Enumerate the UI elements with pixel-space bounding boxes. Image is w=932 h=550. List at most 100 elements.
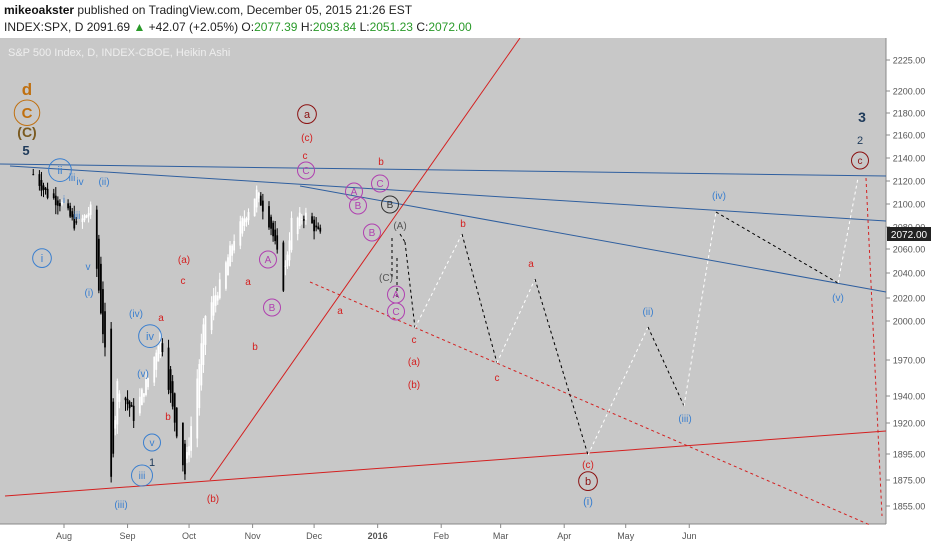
candle-body [247, 212, 250, 221]
y-tick-label: 1855.00 [893, 502, 926, 512]
candle-body [100, 263, 102, 314]
price-chart[interactable]: S&P 500 Index, D, INDEX-CBOE, Heikin Ash… [0, 38, 932, 550]
trendline-lower-blue[interactable] [299, 185, 887, 293]
support-line-red[interactable] [4, 430, 887, 497]
wave-label: i [41, 253, 43, 265]
wave-label-circle [131, 464, 153, 487]
publish-line: mikeoakster published on TradingView.com… [4, 3, 412, 17]
wave-label: 1 [149, 457, 155, 469]
projected-path-segment[interactable] [534, 278, 589, 456]
wave-label: d [22, 80, 32, 99]
projected-path-segment[interactable] [461, 233, 498, 364]
wave-label: b [460, 219, 466, 230]
wave-label: v [86, 262, 91, 273]
wave-label: c [858, 156, 863, 167]
wave-label: A [351, 187, 358, 198]
candle-body [182, 422, 184, 466]
wave-label: c [412, 335, 417, 346]
wave-label: (i) [583, 496, 593, 508]
candle-body [184, 443, 186, 475]
wave-label-circle [363, 223, 381, 242]
wave-label: C [392, 307, 399, 318]
wave-label: C [302, 166, 309, 177]
wave-label: 3 [858, 109, 866, 125]
wave-label-circle [297, 104, 317, 125]
rising-line-red[interactable] [209, 38, 521, 481]
candle-body [138, 396, 141, 414]
candle-body [38, 174, 41, 186]
candle-body [317, 226, 320, 229]
candle-body [128, 401, 131, 409]
plot-area[interactable] [0, 38, 886, 524]
wave-label: a [158, 313, 164, 324]
wave-label-circle [48, 158, 72, 182]
candle-body [253, 198, 256, 217]
author-name[interactable]: mikeoakster [4, 3, 75, 17]
candle-body [298, 212, 301, 227]
y-tick-label: 1940.00 [893, 392, 926, 402]
price-axis[interactable] [886, 38, 932, 524]
wave-label: (iii) [114, 500, 127, 511]
wave-label-circle [349, 196, 367, 215]
candle-body [167, 347, 170, 390]
wave-label: 5 [22, 143, 29, 158]
y-tick-label: 1875.00 [893, 476, 926, 486]
y-tick-label: 1895.00 [893, 450, 926, 460]
x-tick-label: Mar [493, 531, 509, 541]
candle-body [259, 195, 262, 206]
y-tick-label: 2180.00 [893, 109, 926, 119]
candle-body [241, 217, 244, 234]
wave-label: iv [146, 331, 154, 343]
close-label: C: [416, 20, 429, 34]
candle-body [124, 397, 127, 401]
wave-label: A [265, 255, 272, 266]
wave-label: c [495, 373, 500, 384]
candle-body [118, 393, 121, 402]
candle-body [245, 218, 248, 223]
projected-path-segment[interactable] [399, 233, 406, 243]
candle-body [59, 203, 61, 207]
wave-label: (iv) [712, 191, 726, 202]
y-tick-label: 1920.00 [893, 419, 926, 429]
change: +42.07 (+2.05%) [148, 20, 239, 34]
candle-body [225, 262, 227, 289]
low-label: L: [359, 20, 370, 34]
candle-body [272, 222, 274, 237]
candle-body [110, 328, 113, 477]
x-tick-label: Sep [120, 531, 136, 541]
x-tick-label: Jun [682, 531, 697, 541]
time-axis[interactable] [0, 524, 932, 550]
candle-body [202, 324, 205, 365]
candle-body [319, 227, 322, 232]
trendline-middle-blue[interactable] [9, 165, 887, 222]
candle-body [54, 195, 57, 206]
wave-label: (a) [408, 357, 420, 368]
wave-label-circle [297, 161, 315, 180]
y-tick-label: 2020.00 [893, 294, 926, 304]
projection-drop-red[interactable] [865, 177, 883, 517]
candle-body [198, 364, 201, 409]
candle-body [276, 235, 279, 250]
wave-label: A [393, 290, 400, 301]
wave-label: (C) [379, 273, 393, 284]
projected-path-segment[interactable] [683, 211, 717, 407]
wave-label: (a) [178, 255, 190, 266]
y-tick-label: 2040.00 [893, 269, 926, 279]
x-tick-label: Oct [182, 531, 197, 541]
y-tick-label: 2225.00 [893, 56, 926, 66]
wave-label: b [165, 412, 171, 423]
candle-body [81, 218, 84, 222]
candle-body [97, 238, 100, 291]
wave-label: (v) [137, 369, 149, 380]
symbol-line: INDEX:SPX, D 2091.69 ▲ +42.07 (+2.05%) O… [4, 20, 472, 34]
wave-label: iii [74, 211, 81, 222]
candle-body [305, 212, 307, 220]
projected-path-segment[interactable] [404, 241, 416, 329]
candle-body [210, 302, 213, 331]
trendline-upper-blue[interactable] [0, 163, 887, 177]
projected-path-segment[interactable] [647, 326, 685, 407]
wave-label-circle [259, 250, 277, 269]
wave-label-circle [345, 182, 363, 201]
candle-body [89, 204, 92, 215]
wave-label-circle [578, 471, 598, 491]
